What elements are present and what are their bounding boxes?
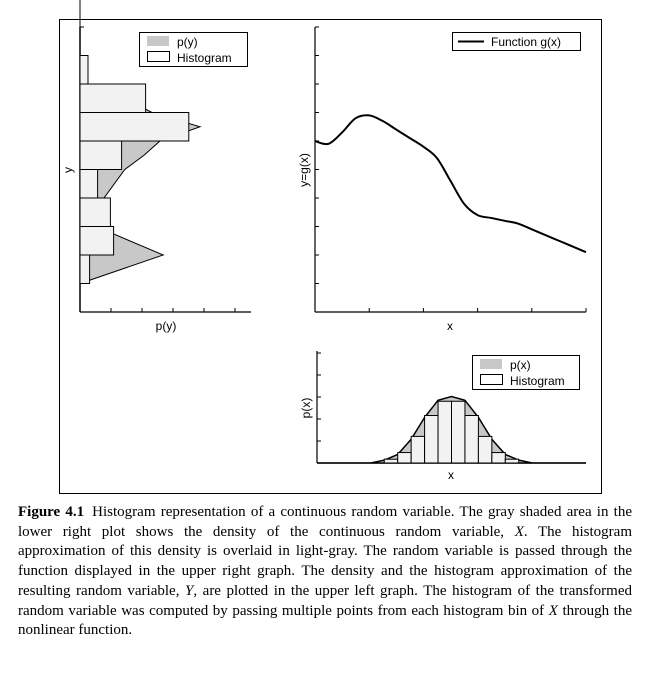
- caption-variable: Y: [185, 582, 194, 599]
- figure: p(y) y p(y) Histogram x y=g(x) Function …: [59, 0, 602, 494]
- ul-xlabel: p(y): [156, 319, 177, 333]
- caption-label: Figure 4.1: [18, 504, 85, 520]
- lr-histogram-bar: [410, 435, 426, 464]
- ur-function-line: [314, 114, 587, 254]
- ul-ylabel: y: [61, 167, 75, 173]
- figure-caption: Figure 4.1 Histogram representation of a …: [18, 503, 632, 641]
- ul-histogram-bar: [79, 254, 91, 284]
- caption-variable: X: [514, 523, 524, 540]
- lr-legend-hist-swatch: [480, 374, 503, 385]
- ul-legend: p(y) Histogram: [139, 32, 248, 67]
- lr-legend: p(x) Histogram: [472, 355, 580, 390]
- lr-histogram-bar: [504, 458, 520, 464]
- ul-legend-density-label: p(y): [177, 35, 198, 49]
- lr-histogram-bar: [451, 400, 466, 464]
- lr-histogram-bar: [424, 415, 439, 464]
- panel-upper-left: p(y) y p(y) Histogram: [61, 0, 251, 333]
- ul-legend-hist-swatch: [147, 51, 170, 62]
- caption-segment: . The histogram approximation of this de…: [18, 523, 632, 599]
- lr-legend-hist-label: Histogram: [510, 374, 565, 388]
- ur-xlabel: x: [447, 319, 453, 333]
- ul-histogram-bar: [79, 226, 115, 256]
- caption-segment: , are plotted in the upper left graph. T…: [18, 582, 633, 619]
- lr-histogram-bar: [397, 452, 412, 464]
- lr-legend-density-label: p(x): [510, 358, 531, 372]
- ul-histogram-bar: [79, 140, 123, 170]
- lr-histogram-bar: [477, 435, 493, 464]
- ul-histogram-bar: [79, 55, 89, 85]
- ul-legend-density-swatch: [147, 36, 169, 46]
- ul-histogram-bar: [79, 112, 190, 142]
- lr-histogram-bar: [464, 415, 479, 464]
- lr-ylabel: p(x): [299, 398, 313, 419]
- caption-variable: X: [548, 602, 558, 619]
- ur-legend: Function g(x): [452, 32, 581, 51]
- ur-legend-box: [452, 32, 581, 51]
- caption-text: Histogram representation of a continuous…: [18, 504, 632, 638]
- panel-upper-right: x y=g(x) Function g(x): [297, 26, 587, 333]
- lr-histogram-bar: [437, 400, 452, 464]
- figure-frame: [59, 19, 602, 494]
- lr-xlabel: x: [448, 468, 454, 482]
- lr-histogram-bar: [383, 458, 399, 464]
- ur-ylabel: y=g(x): [297, 153, 311, 187]
- panel-lower-right: x p(x) p(x) Histogram: [299, 351, 586, 482]
- ul-histogram-bar: [79, 83, 147, 113]
- ul-histogram-bar: [79, 169, 99, 199]
- caption-segment: through the nonlinear function.: [18, 602, 632, 639]
- lr-histogram-bar: [491, 452, 506, 464]
- ul-legend-hist-label: Histogram: [177, 51, 232, 65]
- ul-histogram-bar: [79, 197, 111, 227]
- caption-segment: Histogram representation of a continuous…: [18, 504, 632, 540]
- lr-legend-density-swatch: [480, 359, 502, 369]
- ur-legend-label: Function g(x): [491, 35, 561, 49]
